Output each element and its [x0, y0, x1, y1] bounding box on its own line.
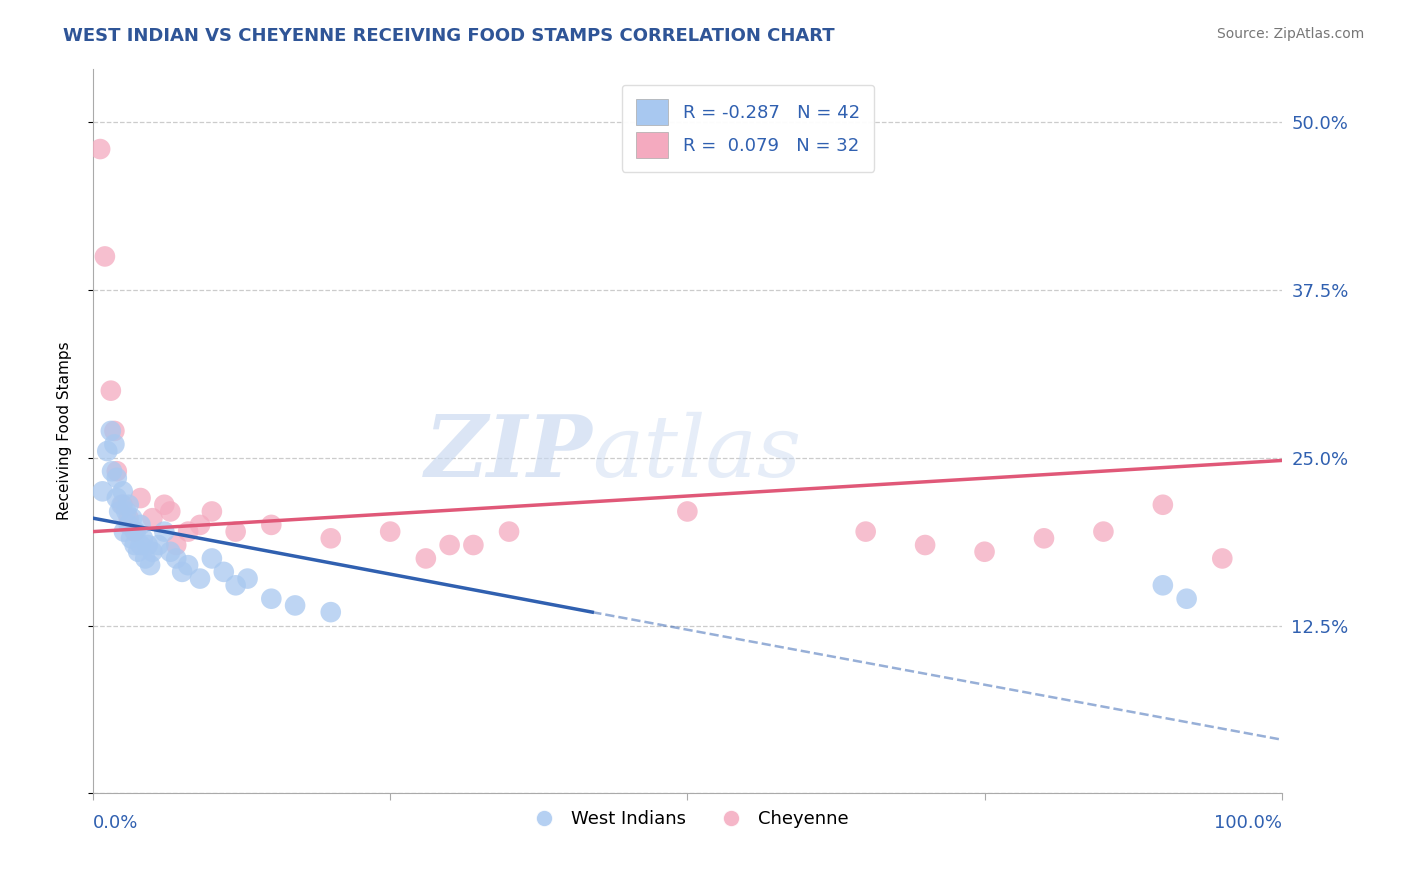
Point — [96, 444, 118, 458]
Point — [172, 565, 194, 579]
Point — [1175, 591, 1198, 606]
Point — [148, 538, 170, 552]
Point — [89, 142, 111, 156]
Point — [498, 524, 520, 539]
Point — [153, 524, 176, 539]
Point — [165, 551, 187, 566]
Point — [1092, 524, 1115, 539]
Point — [129, 491, 152, 505]
Point — [129, 517, 152, 532]
Point — [118, 498, 141, 512]
Point — [105, 491, 128, 505]
Point — [380, 524, 402, 539]
Point — [94, 249, 117, 263]
Point — [115, 504, 138, 518]
Point — [129, 538, 152, 552]
Text: WEST INDIAN VS CHEYENNE RECEIVING FOOD STAMPS CORRELATION CHART: WEST INDIAN VS CHEYENNE RECEIVING FOOD S… — [63, 27, 835, 45]
Point — [118, 511, 141, 525]
Point — [108, 504, 131, 518]
Point — [159, 545, 181, 559]
Point — [100, 384, 122, 398]
Point — [121, 511, 143, 525]
Point — [139, 558, 162, 573]
Point — [188, 572, 211, 586]
Point — [177, 558, 200, 573]
Point — [1152, 498, 1174, 512]
Point — [914, 538, 936, 552]
Point — [103, 424, 125, 438]
Point — [159, 504, 181, 518]
Point — [105, 464, 128, 478]
Point — [225, 578, 247, 592]
Point — [100, 424, 122, 438]
Point — [101, 464, 124, 478]
Text: 100.0%: 100.0% — [1213, 814, 1282, 831]
Point — [439, 538, 461, 552]
Point — [236, 572, 259, 586]
Point — [111, 484, 134, 499]
Point — [165, 538, 187, 552]
Point — [141, 511, 163, 525]
Point — [136, 538, 159, 552]
Point — [212, 565, 235, 579]
Y-axis label: Receiving Food Stamps: Receiving Food Stamps — [58, 342, 72, 520]
Text: 0.0%: 0.0% — [93, 814, 138, 831]
Point — [125, 524, 148, 539]
Text: atlas: atlas — [592, 411, 801, 494]
Point — [415, 551, 437, 566]
Point — [91, 484, 114, 499]
Point — [118, 517, 141, 532]
Point — [132, 531, 155, 545]
Point — [110, 498, 132, 512]
Point — [973, 545, 995, 559]
Text: Source: ZipAtlas.com: Source: ZipAtlas.com — [1216, 27, 1364, 41]
Point — [112, 524, 135, 539]
Point — [1033, 531, 1056, 545]
Point — [201, 504, 224, 518]
Point — [127, 545, 149, 559]
Point — [260, 517, 283, 532]
Point — [124, 538, 146, 552]
Point — [134, 551, 156, 566]
Legend: West Indians, Cheyenne: West Indians, Cheyenne — [519, 803, 856, 835]
Point — [1152, 578, 1174, 592]
Point — [260, 591, 283, 606]
Point — [120, 531, 142, 545]
Point — [141, 545, 163, 559]
Point — [676, 504, 699, 518]
Point — [855, 524, 877, 539]
Point — [124, 524, 146, 539]
Point — [111, 498, 134, 512]
Point — [463, 538, 485, 552]
Point — [319, 605, 342, 619]
Point — [105, 471, 128, 485]
Point — [201, 551, 224, 566]
Text: ZIP: ZIP — [425, 411, 592, 494]
Point — [284, 599, 307, 613]
Point — [103, 437, 125, 451]
Point — [1211, 551, 1233, 566]
Point — [177, 524, 200, 539]
Point — [225, 524, 247, 539]
Point — [319, 531, 342, 545]
Point — [188, 517, 211, 532]
Point — [153, 498, 176, 512]
